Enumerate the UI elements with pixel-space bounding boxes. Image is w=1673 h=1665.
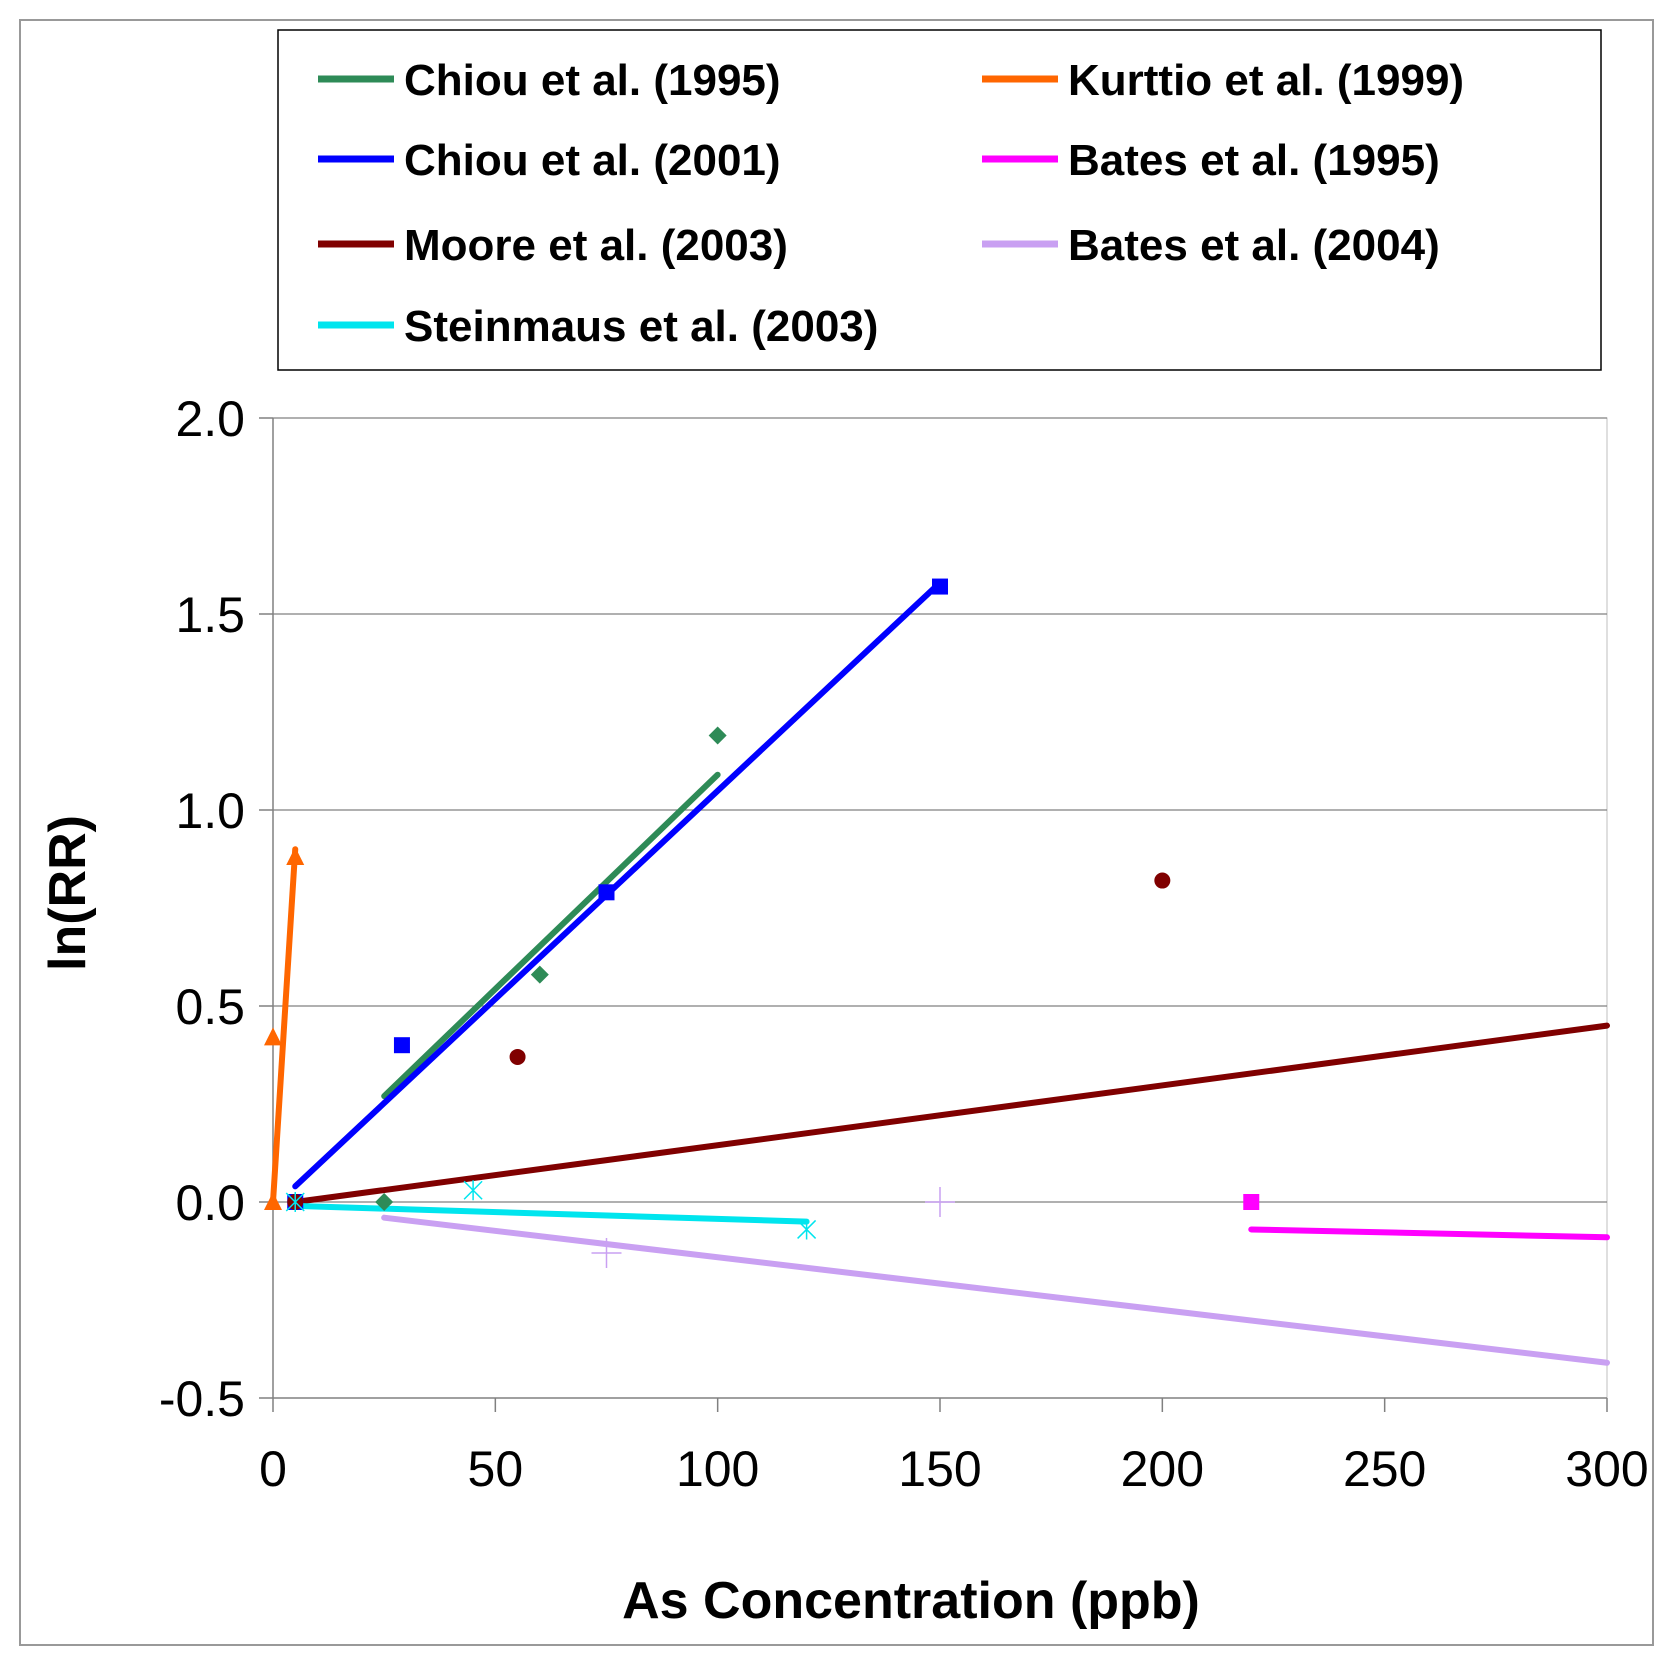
x-tick-label: 150: [898, 1441, 981, 1497]
fit-line-bates-et-al-2004: [381, 1214, 1610, 1366]
data-point-steinmaus-et-al-2003: [285, 1192, 305, 1212]
data-point-steinmaus-et-al-2003: [463, 1180, 483, 1201]
x-axis-title: As Concentration (ppb): [622, 1572, 1200, 1630]
y-axis-title: ln(RR): [39, 815, 97, 971]
plot-background: [272, 417, 1608, 1399]
data-point-kurttio-et-al-1999: [286, 847, 305, 866]
data-point-chiou-et-al-2001: [393, 1037, 410, 1054]
fit-line-steinmaus-et-al-2003: [292, 1202, 810, 1225]
y-tick-label: -0.5: [159, 1371, 245, 1427]
y-tick-label: 1.0: [175, 783, 245, 839]
legend-label-chiou-et-al-1995: Chiou et al. (1995): [404, 56, 781, 105]
legend-label-bates-et-al-1995: Bates et al. (1995): [1068, 136, 1440, 185]
data-point-bates-et-al-2004: [925, 1187, 955, 1217]
legend-label-chiou-et-al-2001: Chiou et al. (2001): [404, 136, 781, 185]
fit-line-moore-et-al-2003: [292, 1022, 1610, 1205]
data-point-chiou-et-al-1995: [530, 965, 549, 984]
legend-label-bates-et-al-2004: Bates et al. (2004): [1068, 221, 1440, 270]
fit-line-kurttio-et-al-1999: [270, 846, 299, 1205]
y-tick-label: 0.0: [175, 1175, 245, 1231]
data-point-bates-et-al-2004: [591, 1237, 622, 1268]
fit-line-chiou-et-al-2001: [292, 579, 943, 1190]
data-point-chiou-et-al-2001: [598, 884, 615, 901]
plot-area: -0.5 0.0 0.5 1.0 1.5 2.0 0 50 100 150 200 250 300: [159, 391, 1649, 1497]
data-point-kurttio-et-al-1999: [264, 1192, 282, 1210]
x-tick-label: 300: [1565, 1441, 1648, 1497]
data-point-moore-et-al-2003: [509, 1048, 526, 1065]
x-tick-label: 250: [1343, 1441, 1426, 1497]
y-tick-label: 2.0: [175, 391, 245, 447]
y-tick-label: 1.5: [175, 587, 245, 643]
legend: Chiou et al. (1995) Kurttio et al. (1999)…: [277, 29, 1602, 371]
data-point-chiou-et-al-1995: [375, 1193, 394, 1211]
fit-line-bates-et-al-1995: [1248, 1226, 1610, 1241]
fit-line-chiou-et-al-1995: [381, 771, 721, 1100]
legend-label-steinmaus-et-al-2003: Steinmaus et al. (2003): [404, 302, 878, 351]
data-point-moore-et-al-2003: [1154, 872, 1171, 889]
y-tick-label: 0.5: [175, 979, 245, 1035]
legend-label-moore-et-al-2003: Moore et al. (2003): [404, 221, 788, 270]
legend-label-kurttio-et-al-1999: Kurttio et al. (1999): [1068, 56, 1464, 105]
x-tick-label: 200: [1121, 1441, 1204, 1497]
data-point-kurttio-et-al-1999: [264, 1027, 282, 1046]
legend-box: [277, 29, 1602, 371]
data-point-chiou-et-al-1995: [708, 726, 727, 745]
x-tick-label: 100: [676, 1441, 759, 1497]
data-point-steinmaus-et-al-2003: [797, 1219, 817, 1240]
x-tick-label: 0: [259, 1441, 287, 1497]
x-tick-label: 50: [468, 1441, 524, 1497]
data-point-bates-et-al-1995: [1243, 1194, 1260, 1210]
data-point-chiou-et-al-2001: [932, 578, 948, 595]
